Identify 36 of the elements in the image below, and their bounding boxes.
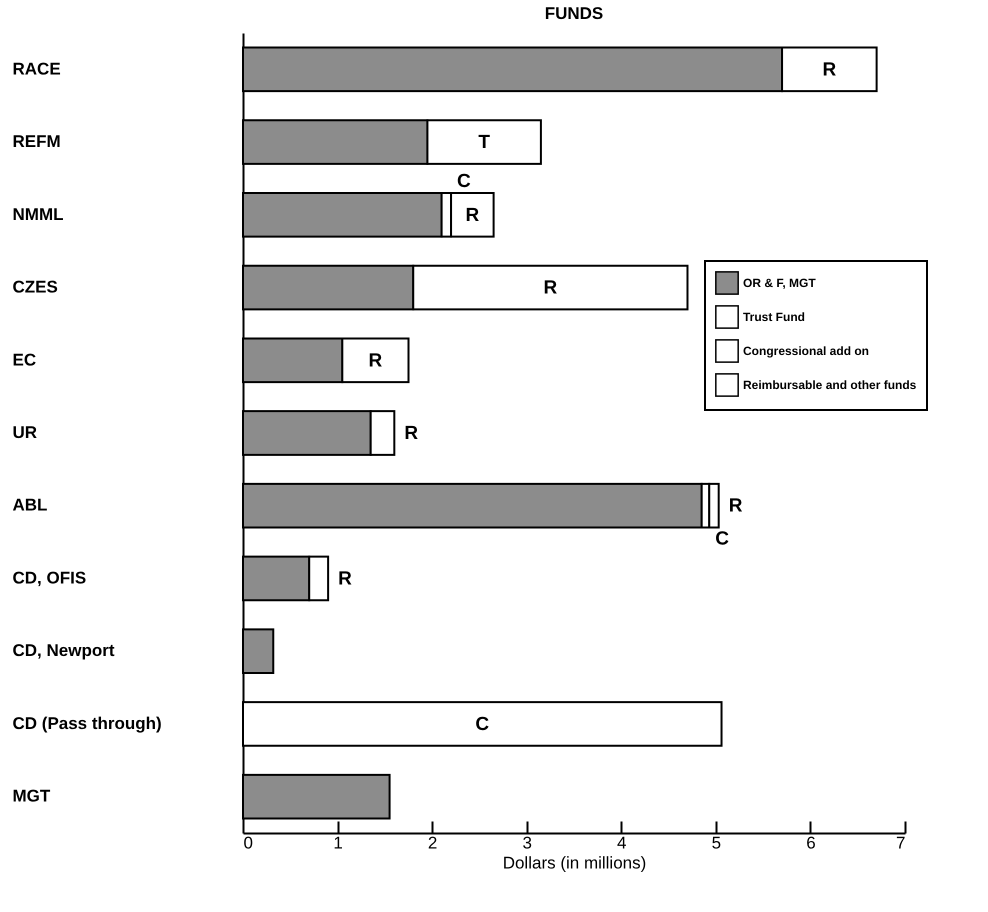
data-label: R (338, 568, 352, 590)
x-tick-label: 5 (712, 834, 722, 852)
data-label: R (822, 59, 836, 80)
y-tick-label: UR (12, 423, 38, 442)
data-label: C (715, 528, 730, 550)
legend-label: OR & F, MGT (743, 276, 816, 290)
y-tick-label: CZES (12, 278, 58, 297)
x-tick-label: 3 (522, 834, 532, 852)
data-label: R (543, 278, 558, 299)
x-tick-label: 1 (333, 834, 343, 852)
x-tick-label: 6 (806, 834, 816, 852)
data-label: C (475, 714, 490, 735)
y-tick-label: ABL (12, 496, 48, 515)
data-label: C (457, 170, 472, 192)
y-tick-label: CD (Pass through) (12, 714, 162, 733)
data-label: R (728, 496, 743, 517)
x-tick-label: 0 (244, 834, 253, 852)
x-tick-label: 7 (896, 834, 906, 852)
x-tick-label: 2 (428, 834, 438, 852)
y-tick-label: REFM (12, 132, 61, 152)
x-axis-title: Dollars (in millions) (502, 854, 646, 872)
y-tick-label: CD, Newport (12, 641, 115, 660)
y-tick-label: EC (12, 350, 36, 370)
y-tick-label: NMML (12, 204, 64, 224)
legend-label: Reimbursable and other funds (743, 378, 917, 392)
data-label: R (404, 423, 418, 444)
y-tick-label: MGT (12, 786, 51, 806)
y-tick-label: RACE (12, 59, 61, 78)
legend-label: Trust Fund (743, 310, 805, 324)
legend-label: Congressional add on (743, 344, 870, 358)
chart-title: FUNDS (544, 4, 604, 23)
data-label: R (465, 204, 480, 226)
x-tick-label: 4 (617, 834, 627, 852)
data-label: R (368, 350, 383, 372)
data-label: T (478, 132, 490, 154)
y-tick-label: CD, OFIS (12, 568, 86, 588)
